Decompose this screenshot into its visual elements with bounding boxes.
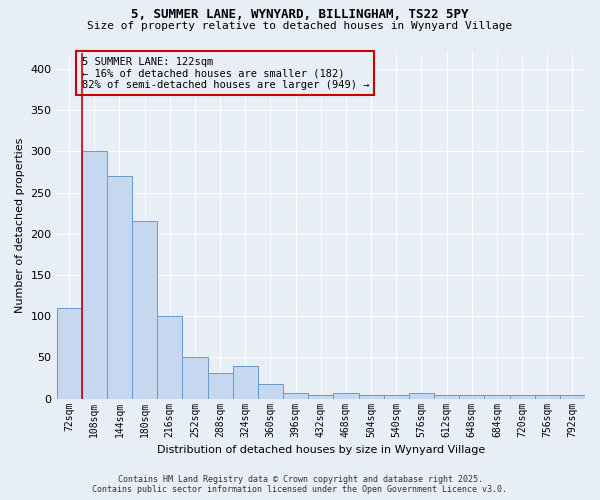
Bar bbox=[283, 393, 308, 398]
Y-axis label: Number of detached properties: Number of detached properties bbox=[15, 138, 25, 314]
Bar bbox=[258, 384, 283, 398]
Bar bbox=[383, 394, 409, 398]
Bar bbox=[409, 393, 434, 398]
Bar bbox=[560, 394, 585, 398]
Bar bbox=[308, 394, 334, 398]
Bar bbox=[182, 356, 208, 399]
Bar bbox=[434, 394, 459, 398]
Bar bbox=[157, 316, 182, 398]
Bar bbox=[56, 308, 82, 398]
Bar bbox=[82, 152, 107, 398]
X-axis label: Distribution of detached houses by size in Wynyard Village: Distribution of detached houses by size … bbox=[157, 445, 485, 455]
Bar bbox=[509, 394, 535, 398]
Bar bbox=[459, 394, 484, 398]
Text: Contains HM Land Registry data © Crown copyright and database right 2025.
Contai: Contains HM Land Registry data © Crown c… bbox=[92, 474, 508, 494]
Text: Size of property relative to detached houses in Wynyard Village: Size of property relative to detached ho… bbox=[88, 21, 512, 31]
Bar bbox=[233, 366, 258, 398]
Bar bbox=[484, 394, 509, 398]
Bar bbox=[535, 394, 560, 398]
Bar bbox=[359, 394, 383, 398]
Text: 5 SUMMER LANE: 122sqm
← 16% of detached houses are smaller (182)
82% of semi-det: 5 SUMMER LANE: 122sqm ← 16% of detached … bbox=[82, 56, 369, 90]
Bar bbox=[107, 176, 132, 398]
Bar bbox=[208, 373, 233, 398]
Bar bbox=[132, 222, 157, 398]
Text: 5, SUMMER LANE, WYNYARD, BILLINGHAM, TS22 5PY: 5, SUMMER LANE, WYNYARD, BILLINGHAM, TS2… bbox=[131, 8, 469, 20]
Bar bbox=[334, 393, 359, 398]
